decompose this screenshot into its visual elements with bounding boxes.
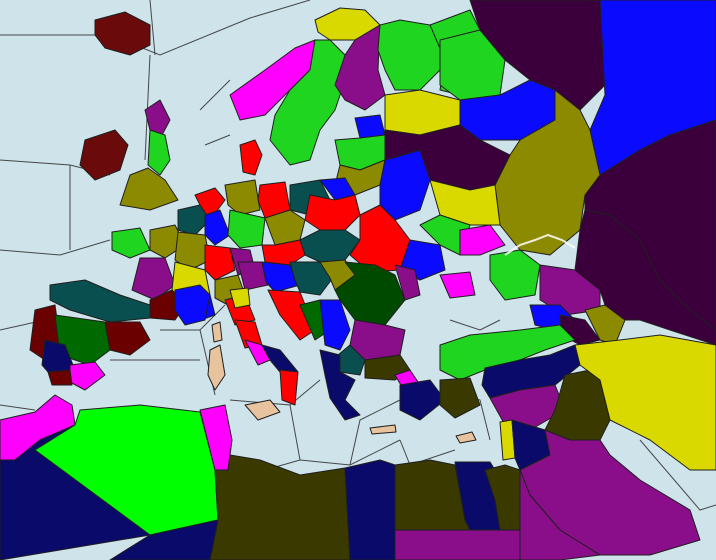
- province-azerbaijan[interactable]: [584, 304, 626, 346]
- province-crete[interactable]: [369, 424, 397, 435]
- province-crimea[interactable]: [439, 271, 476, 299]
- river-line: [504, 233, 576, 256]
- province-macedonia[interactable]: [319, 349, 361, 421]
- province-serbia[interactable]: [319, 299, 351, 351]
- province-gibraltar[interactable]: [47, 369, 73, 386]
- province-denmark[interactable]: [239, 139, 263, 176]
- province-low-countries[interactable]: [177, 204, 211, 236]
- province-silesia[interactable]: [264, 209, 306, 246]
- province-poland[interactable]: [304, 194, 361, 231]
- province-austria[interactable]: [261, 261, 301, 293]
- province-desert-navy[interactable]: [109, 519, 219, 560]
- province-aragon[interactable]: [104, 321, 151, 356]
- province-iceland[interactable]: [94, 11, 151, 56]
- province-ural-olive[interactable]: [494, 89, 601, 256]
- province-corsica[interactable]: [211, 321, 223, 343]
- province-venice[interactable]: [229, 287, 251, 309]
- province-voronezh[interactable]: [459, 224, 506, 256]
- province-burgundy[interactable]: [204, 244, 236, 281]
- province-bulgaria[interactable]: [337, 344, 366, 376]
- province-sardinia[interactable]: [207, 344, 226, 391]
- province-ireland[interactable]: [79, 129, 129, 181]
- province-cyprus[interactable]: [455, 431, 477, 444]
- province-galicia[interactable]: [299, 229, 361, 263]
- province-moldavia[interactable]: [394, 264, 421, 301]
- province-rhineland[interactable]: [204, 209, 231, 246]
- province-volgograd[interactable]: [489, 249, 541, 301]
- province-gotland-blue[interactable]: [354, 114, 386, 139]
- province-brittany[interactable]: [111, 227, 151, 259]
- province-don[interactable]: [419, 214, 471, 256]
- province-saxony[interactable]: [227, 209, 266, 249]
- province-aquitaine[interactable]: [131, 257, 176, 301]
- province-libya-west[interactable]: [209, 454, 351, 560]
- province-sudan[interactable]: [394, 529, 521, 560]
- province-piedmont[interactable]: [174, 284, 211, 326]
- province-paris[interactable]: [174, 231, 211, 271]
- province-finland[interactable]: [377, 19, 446, 91]
- province-persia[interactable]: [574, 334, 716, 471]
- province-sicily[interactable]: [244, 399, 281, 421]
- province-scotland[interactable]: [144, 99, 171, 136]
- province-england-north[interactable]: [147, 129, 171, 176]
- province-kazakh[interactable]: [574, 209, 716, 346]
- province-england-south[interactable]: [119, 167, 179, 211]
- province-pyrenees[interactable]: [49, 279, 151, 323]
- province-belgium[interactable]: [194, 187, 226, 221]
- province-anatolia-central[interactable]: [439, 377, 481, 419]
- province-north-germany[interactable]: [224, 179, 261, 216]
- province-croatia[interactable]: [267, 289, 316, 341]
- province-sweden[interactable]: [269, 39, 346, 166]
- province-libya-east[interactable]: [344, 459, 396, 560]
- province-calabria[interactable]: [279, 369, 299, 406]
- province-anatolia-west[interactable]: [399, 379, 446, 421]
- province-bavaria[interactable]: [237, 261, 269, 291]
- province-anatolia-north[interactable]: [439, 324, 576, 381]
